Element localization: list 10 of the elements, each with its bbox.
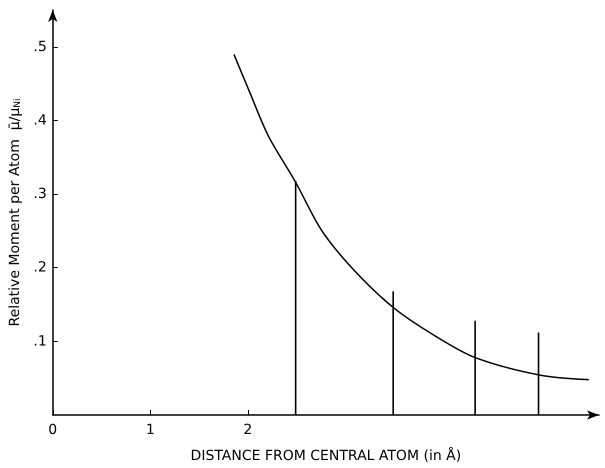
y-tick-label: .3	[33, 186, 47, 202]
x-axis-title: DISTANCE FROM CENTRAL ATOM (in Å)	[190, 447, 462, 464]
y-axis-title: Relative Moment per Atom μ̄/μNi	[7, 98, 23, 327]
x-tick-label: 0	[48, 422, 58, 438]
y-tick-label: .1	[33, 333, 47, 350]
x-tick-label: 2	[243, 422, 252, 438]
y-tick-label: .2	[33, 260, 47, 276]
y-tick-label: .4	[33, 112, 47, 128]
y-tick-label: .5	[33, 38, 47, 55]
x-tick-label: 1	[146, 422, 155, 438]
